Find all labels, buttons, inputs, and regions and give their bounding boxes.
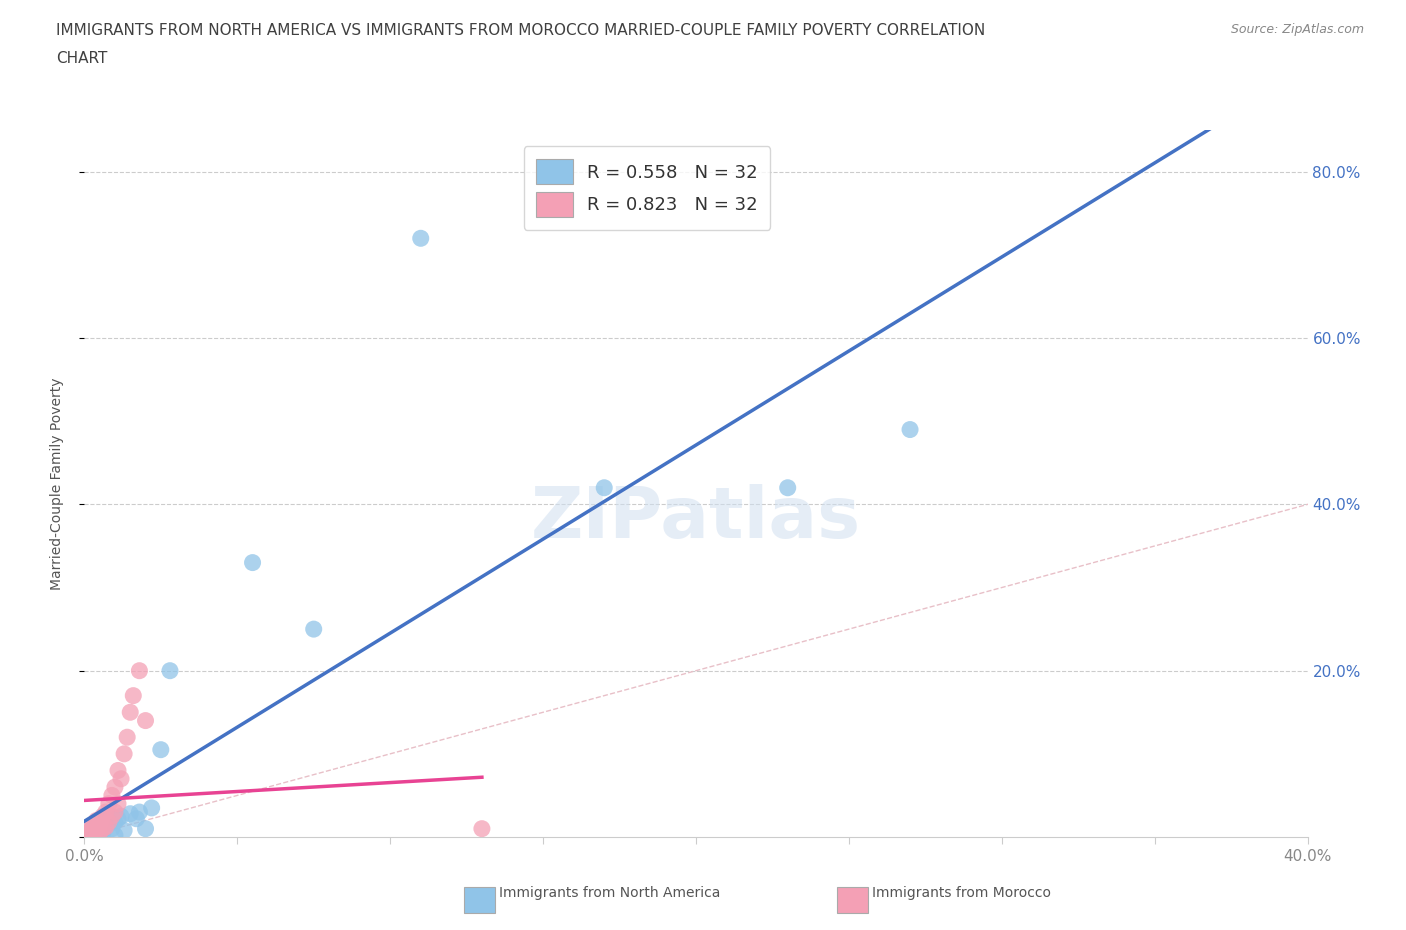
Point	[120, 705, 142, 720]
Text: ZIPatlas: ZIPatlas	[531, 485, 860, 553]
Point	[104, 815, 127, 830]
Point	[79, 827, 101, 842]
Point	[76, 826, 98, 841]
Point	[91, 826, 114, 841]
Point	[898, 422, 921, 437]
Point	[94, 804, 117, 819]
Point	[83, 826, 105, 841]
Point	[91, 809, 114, 824]
Point	[97, 796, 120, 811]
Point	[89, 817, 111, 832]
Point	[107, 811, 129, 826]
Point	[83, 817, 105, 832]
Point	[101, 809, 124, 824]
Point	[94, 819, 117, 834]
Point	[593, 480, 616, 495]
Point	[89, 826, 111, 841]
Point	[79, 823, 101, 838]
Text: IMMIGRANTS FROM NORTH AMERICA VS IMMIGRANTS FROM MOROCCO MARRIED-COUPLE FAMILY P: IMMIGRANTS FROM NORTH AMERICA VS IMMIGRA…	[56, 23, 986, 38]
Point	[112, 823, 135, 838]
Point	[86, 819, 108, 834]
Point	[104, 828, 127, 843]
Point	[112, 747, 135, 762]
Point	[86, 813, 108, 828]
Text: Source: ZipAtlas.com: Source: ZipAtlas.com	[1230, 23, 1364, 36]
Point	[302, 621, 325, 636]
Point	[104, 779, 127, 794]
Point	[471, 821, 494, 836]
Y-axis label: Married-Couple Family Poverty: Married-Couple Family Poverty	[49, 378, 63, 590]
Point	[79, 819, 101, 834]
Point	[242, 555, 264, 570]
Point	[79, 823, 101, 838]
Point	[101, 788, 124, 803]
Point	[97, 809, 120, 824]
Point	[776, 480, 799, 495]
Point	[83, 821, 105, 836]
Point	[76, 826, 98, 841]
Point	[110, 771, 132, 786]
Point	[135, 821, 157, 836]
Point	[89, 823, 111, 838]
Point	[79, 828, 101, 843]
Point	[107, 796, 129, 811]
Point	[86, 826, 108, 841]
Point	[97, 815, 120, 830]
Legend: R = 0.558   N = 32, R = 0.823   N = 32: R = 0.558 N = 32, R = 0.823 N = 32	[524, 146, 770, 230]
Point	[135, 713, 157, 728]
Point	[141, 801, 163, 816]
Point	[122, 688, 145, 703]
Point	[128, 663, 150, 678]
Point	[83, 821, 105, 836]
Point	[101, 821, 124, 836]
Point	[149, 742, 172, 757]
Text: Immigrants from North America: Immigrants from North America	[499, 885, 720, 900]
Point	[115, 730, 138, 745]
Point	[86, 823, 108, 838]
Point	[94, 813, 117, 828]
Point	[76, 828, 98, 843]
Point	[128, 804, 150, 819]
Text: Immigrants from Morocco: Immigrants from Morocco	[872, 885, 1050, 900]
Point	[110, 809, 132, 824]
Point	[125, 811, 148, 826]
Text: CHART: CHART	[56, 51, 108, 66]
Point	[91, 817, 114, 832]
Point	[89, 827, 111, 842]
Point	[91, 821, 114, 836]
Point	[409, 231, 432, 246]
Point	[159, 663, 181, 678]
Point	[83, 826, 105, 841]
Point	[104, 804, 127, 819]
Point	[120, 806, 142, 821]
Point	[107, 763, 129, 777]
